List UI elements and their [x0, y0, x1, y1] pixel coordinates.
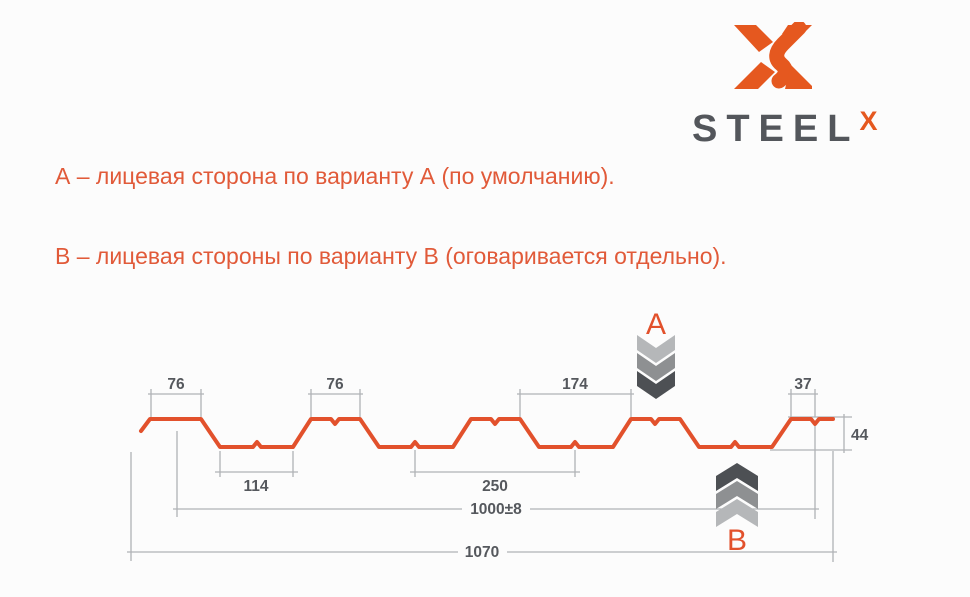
- dim-label: 1000±8: [470, 501, 522, 518]
- logo-arm-bottom-right: [785, 65, 812, 89]
- sheet-profile-outline: [139, 417, 835, 449]
- dim-crest-top-left: 76: [148, 376, 204, 417]
- brand-sup-x: X: [859, 106, 878, 136]
- dim-label: 250: [482, 478, 508, 495]
- logo-arm-top-left: [734, 25, 773, 52]
- dim-label: 44: [851, 427, 869, 444]
- dim-label: 174: [562, 376, 588, 393]
- note-variant-b: В – лицевая стороны по варианту В (огова…: [55, 243, 727, 269]
- dim-label: 76: [326, 376, 344, 393]
- dim-label: 37: [794, 376, 811, 393]
- chevron-up-icon: [716, 463, 758, 491]
- brand-wordmark: STEELX: [692, 106, 878, 151]
- chevron-up-icon: [716, 481, 758, 509]
- dim-crest-top-mid: 76: [308, 376, 363, 417]
- steelx-logo-icon: [734, 22, 812, 89]
- chevron-down-icon: [637, 335, 675, 363]
- dim-valley-floor: 114: [215, 451, 298, 495]
- chevron-down-icon: [637, 353, 675, 381]
- logo-arm-top-right-cap: [782, 25, 812, 37]
- logo-arm-bottom-left: [734, 62, 775, 89]
- brand-name: STEEL: [692, 108, 860, 150]
- logo-s-hook: [769, 22, 807, 89]
- variant-b-label: B: [727, 524, 747, 557]
- brand-logo: STEELX: [690, 20, 920, 150]
- variant-a-label: A: [646, 308, 666, 341]
- dim-label: 1070: [465, 544, 499, 561]
- dim-edge-lip: 37: [788, 376, 818, 417]
- note-variant-a: А – лицевая сторона по варианту А (по ум…: [55, 163, 615, 189]
- dim-label: 76: [167, 376, 185, 393]
- variant-b-marker: B: [716, 463, 758, 557]
- dim-label: 114: [243, 478, 268, 495]
- dim-crest-gap-top: 174: [517, 376, 634, 417]
- dim-overall-width: 1070: [127, 451, 837, 562]
- dim-working-width: 1000±8: [173, 424, 819, 519]
- chevron-down-icon: [637, 371, 675, 399]
- dim-wave-pitch: 250: [410, 450, 580, 495]
- variant-a-marker: A: [637, 308, 675, 399]
- chevron-up-icon: [716, 499, 758, 527]
